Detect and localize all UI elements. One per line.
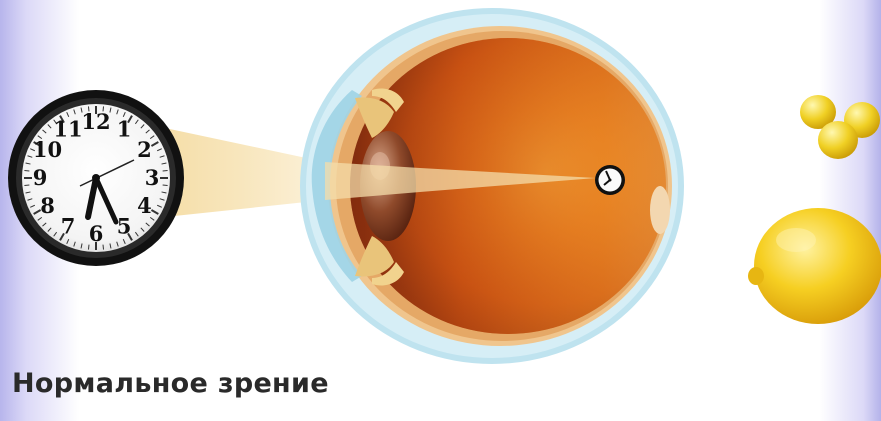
clock-tick <box>127 232 133 241</box>
clock-tick <box>134 119 139 125</box>
clock-tick <box>47 124 52 129</box>
clock-tick <box>24 184 30 187</box>
clock-tick <box>33 209 42 215</box>
clock-tick <box>127 115 133 124</box>
iris <box>355 97 394 138</box>
clock-number: 10 <box>33 137 62 162</box>
lemon-icon <box>748 95 881 324</box>
clock-number: 2 <box>137 137 152 162</box>
clock-tick <box>149 135 155 140</box>
clock-number: 9 <box>33 165 48 190</box>
cornea <box>311 90 362 282</box>
clock-tick <box>109 243 112 249</box>
clock-number: 1 <box>117 117 132 142</box>
clock-tick <box>80 243 83 249</box>
clock-tick <box>37 135 43 140</box>
small-lemon-1 <box>800 95 836 129</box>
clock-number: 8 <box>40 193 55 218</box>
clock-tick <box>161 162 167 165</box>
clock-number: 4 <box>137 193 152 218</box>
clock-tick <box>59 115 65 124</box>
clock-tick <box>159 155 165 158</box>
clock-tick <box>73 109 76 115</box>
clock-tick <box>47 227 52 232</box>
clock-tick <box>66 112 70 117</box>
clock-tick <box>27 198 33 201</box>
clock-tick <box>24 169 30 172</box>
clock-tick <box>134 231 139 237</box>
clock-tick <box>159 198 165 201</box>
clock-number: 6 <box>89 221 104 246</box>
clock-number: 5 <box>117 213 132 238</box>
clock-tick <box>53 119 58 125</box>
clock-tick <box>59 232 65 241</box>
clock-tick <box>150 141 159 147</box>
light-beam-inner <box>325 162 596 200</box>
clock-tick <box>140 227 145 232</box>
clock-tick <box>53 231 58 237</box>
clock-tick <box>73 241 76 247</box>
clock-tick <box>116 241 119 247</box>
clock-tick <box>162 184 168 187</box>
clock-tick <box>149 216 155 221</box>
clock-tick <box>87 106 90 112</box>
clock-tick <box>42 222 47 227</box>
clock-tick <box>27 155 33 158</box>
clock-tick <box>37 216 43 221</box>
clock-tick <box>30 204 35 208</box>
clock-second-hand <box>79 159 135 187</box>
clock-tick <box>102 244 105 250</box>
clock-number: 3 <box>145 165 160 190</box>
clock-tick <box>33 141 42 147</box>
optic-disc <box>650 186 670 234</box>
clock-tick <box>102 106 105 112</box>
clock-minute-hand <box>93 175 119 225</box>
clock-tick <box>145 129 150 134</box>
clock-tick <box>25 191 31 194</box>
clock-tick <box>30 148 35 152</box>
big-lemon <box>754 208 881 324</box>
clock-tick <box>116 109 119 115</box>
clock-tick <box>162 169 168 172</box>
clock-number: 7 <box>61 213 76 238</box>
small-lemon-3 <box>818 121 858 159</box>
clock-tick <box>25 162 31 165</box>
clock-tick <box>122 239 126 244</box>
caption-normal-vision: Нормальное зрение <box>12 368 329 399</box>
clock-tick <box>66 239 70 244</box>
clock-tick <box>161 191 167 194</box>
clock-number: 12 <box>81 109 110 134</box>
clock-ticks <box>24 106 168 250</box>
clock-tick <box>42 129 47 134</box>
clock-tick <box>87 244 90 250</box>
clock-tick <box>157 204 162 208</box>
clock-tick <box>109 107 112 113</box>
clock-tick <box>140 124 145 129</box>
clock-tick <box>122 112 126 117</box>
retina-clock-image <box>595 165 625 195</box>
clock-tick <box>145 222 150 227</box>
clock-tick <box>150 209 159 215</box>
clock-tick <box>157 148 162 152</box>
clock-hour-hand <box>85 175 99 220</box>
clock-number: 11 <box>53 117 82 142</box>
clock-tick <box>80 107 83 113</box>
